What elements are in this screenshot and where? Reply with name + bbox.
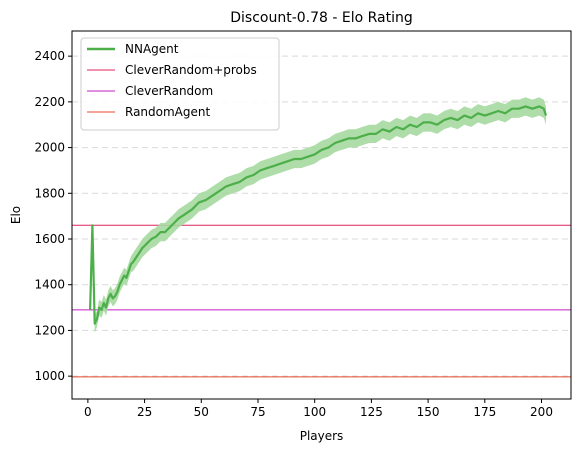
y-axis-ticks: 1000 1200 1400 1600 1800 2000 2200 2400 (34, 49, 72, 383)
series-layer (89, 97, 548, 333)
x-tick-label: 200 (530, 405, 553, 419)
y-tick-label: 1800 (34, 186, 65, 200)
legend-label: CleverRandom (125, 84, 213, 98)
reference-lines (72, 224, 571, 378)
x-tick-label: 25 (137, 405, 152, 419)
y-tick-label: 1400 (34, 278, 65, 292)
x-axis-label: Players (300, 429, 344, 443)
chart-title: Discount-0.78 - Elo Rating (230, 10, 413, 26)
legend-label: CleverRandom+probs (125, 63, 257, 77)
legend-label: RandomAgent (125, 105, 210, 119)
plot-frame (71, 30, 572, 400)
y-axis-label: Elo (9, 206, 23, 224)
x-axis-ticks: 0 25 50 75 100 125 150 175 200 (84, 399, 553, 419)
x-tick-label: 0 (84, 405, 92, 419)
series-line (89, 105, 548, 325)
y-tick-label: 2400 (34, 49, 65, 63)
x-tick-label: 100 (303, 405, 326, 419)
x-tick-label: 50 (194, 405, 209, 419)
y-tick-label: 2000 (34, 141, 65, 155)
legend: NNAgent CleverRandom+probs CleverRandom Ran… (80, 37, 280, 131)
y-tick-label: 2200 (34, 95, 65, 109)
y-tick-label: 1600 (34, 232, 65, 246)
legend-box (80, 37, 280, 131)
x-tick-label: 75 (250, 405, 265, 419)
y-tick-label: 1200 (34, 323, 65, 337)
x-tick-label: 175 (473, 405, 496, 419)
x-tick-label: 125 (360, 405, 383, 419)
x-tick-label: 150 (417, 405, 440, 419)
legend-label: NNAgent (125, 42, 179, 56)
confidence-band (90, 97, 546, 333)
y-tick-label: 1000 (34, 369, 65, 383)
